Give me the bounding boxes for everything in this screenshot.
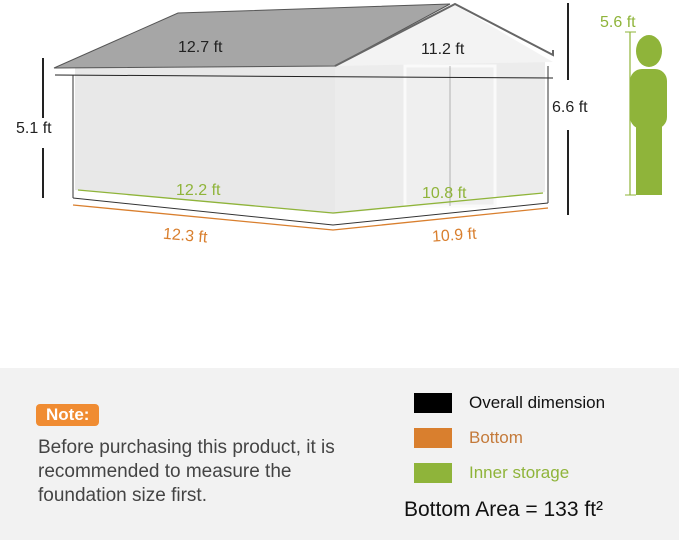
shed-left-wall (75, 60, 335, 214)
inner-width-label: 10.8 ft (422, 185, 467, 202)
shed-gable (335, 5, 553, 66)
legend-swatch (414, 428, 452, 448)
legend-bottom: Bottom (414, 428, 523, 448)
bottom-width-label: 10.9 ft (432, 226, 478, 246)
inner-line (77, 189, 544, 214)
legend-swatch (414, 393, 452, 413)
roof-width-label: 11.2 ft (421, 41, 465, 58)
shed-diagram: 12.7 ft 11.2 ft 5.1 ft 6.6 ft 12.2 ft 10… (16, 2, 667, 247)
wall-height-label: 5.1 ft (16, 120, 52, 137)
legend-label: Bottom (469, 428, 523, 447)
bottom-area: Bottom Area = 133 ft² (404, 498, 604, 521)
legend-overall: Overall dimension (414, 393, 605, 413)
peak-height-label: 6.6 ft (552, 99, 588, 116)
inner-length-label: 12.2 ft (176, 182, 221, 199)
bottom-length-label: 12.3 ft (162, 226, 208, 247)
info-panel: Note: Before purchasing this product, it… (0, 368, 679, 540)
legend-swatch (414, 463, 452, 483)
roof-length-label: 12.7 ft (178, 39, 223, 56)
legend-label: Overall dimension (469, 393, 606, 412)
legend-label: Inner storage (469, 463, 570, 482)
shed-roof (53, 3, 451, 69)
note-badge: Note: (36, 404, 100, 426)
roof-edge (334, 2, 554, 67)
note-text: Before purchasing this product, it is re… (38, 437, 335, 506)
legend-inner: Inner storage (414, 463, 569, 483)
bottom-line (72, 204, 549, 231)
person-height-label: 5.6 ft (600, 14, 636, 31)
person-icon (630, 35, 667, 195)
overall-line (54, 74, 554, 79)
overall-line (72, 197, 549, 226)
